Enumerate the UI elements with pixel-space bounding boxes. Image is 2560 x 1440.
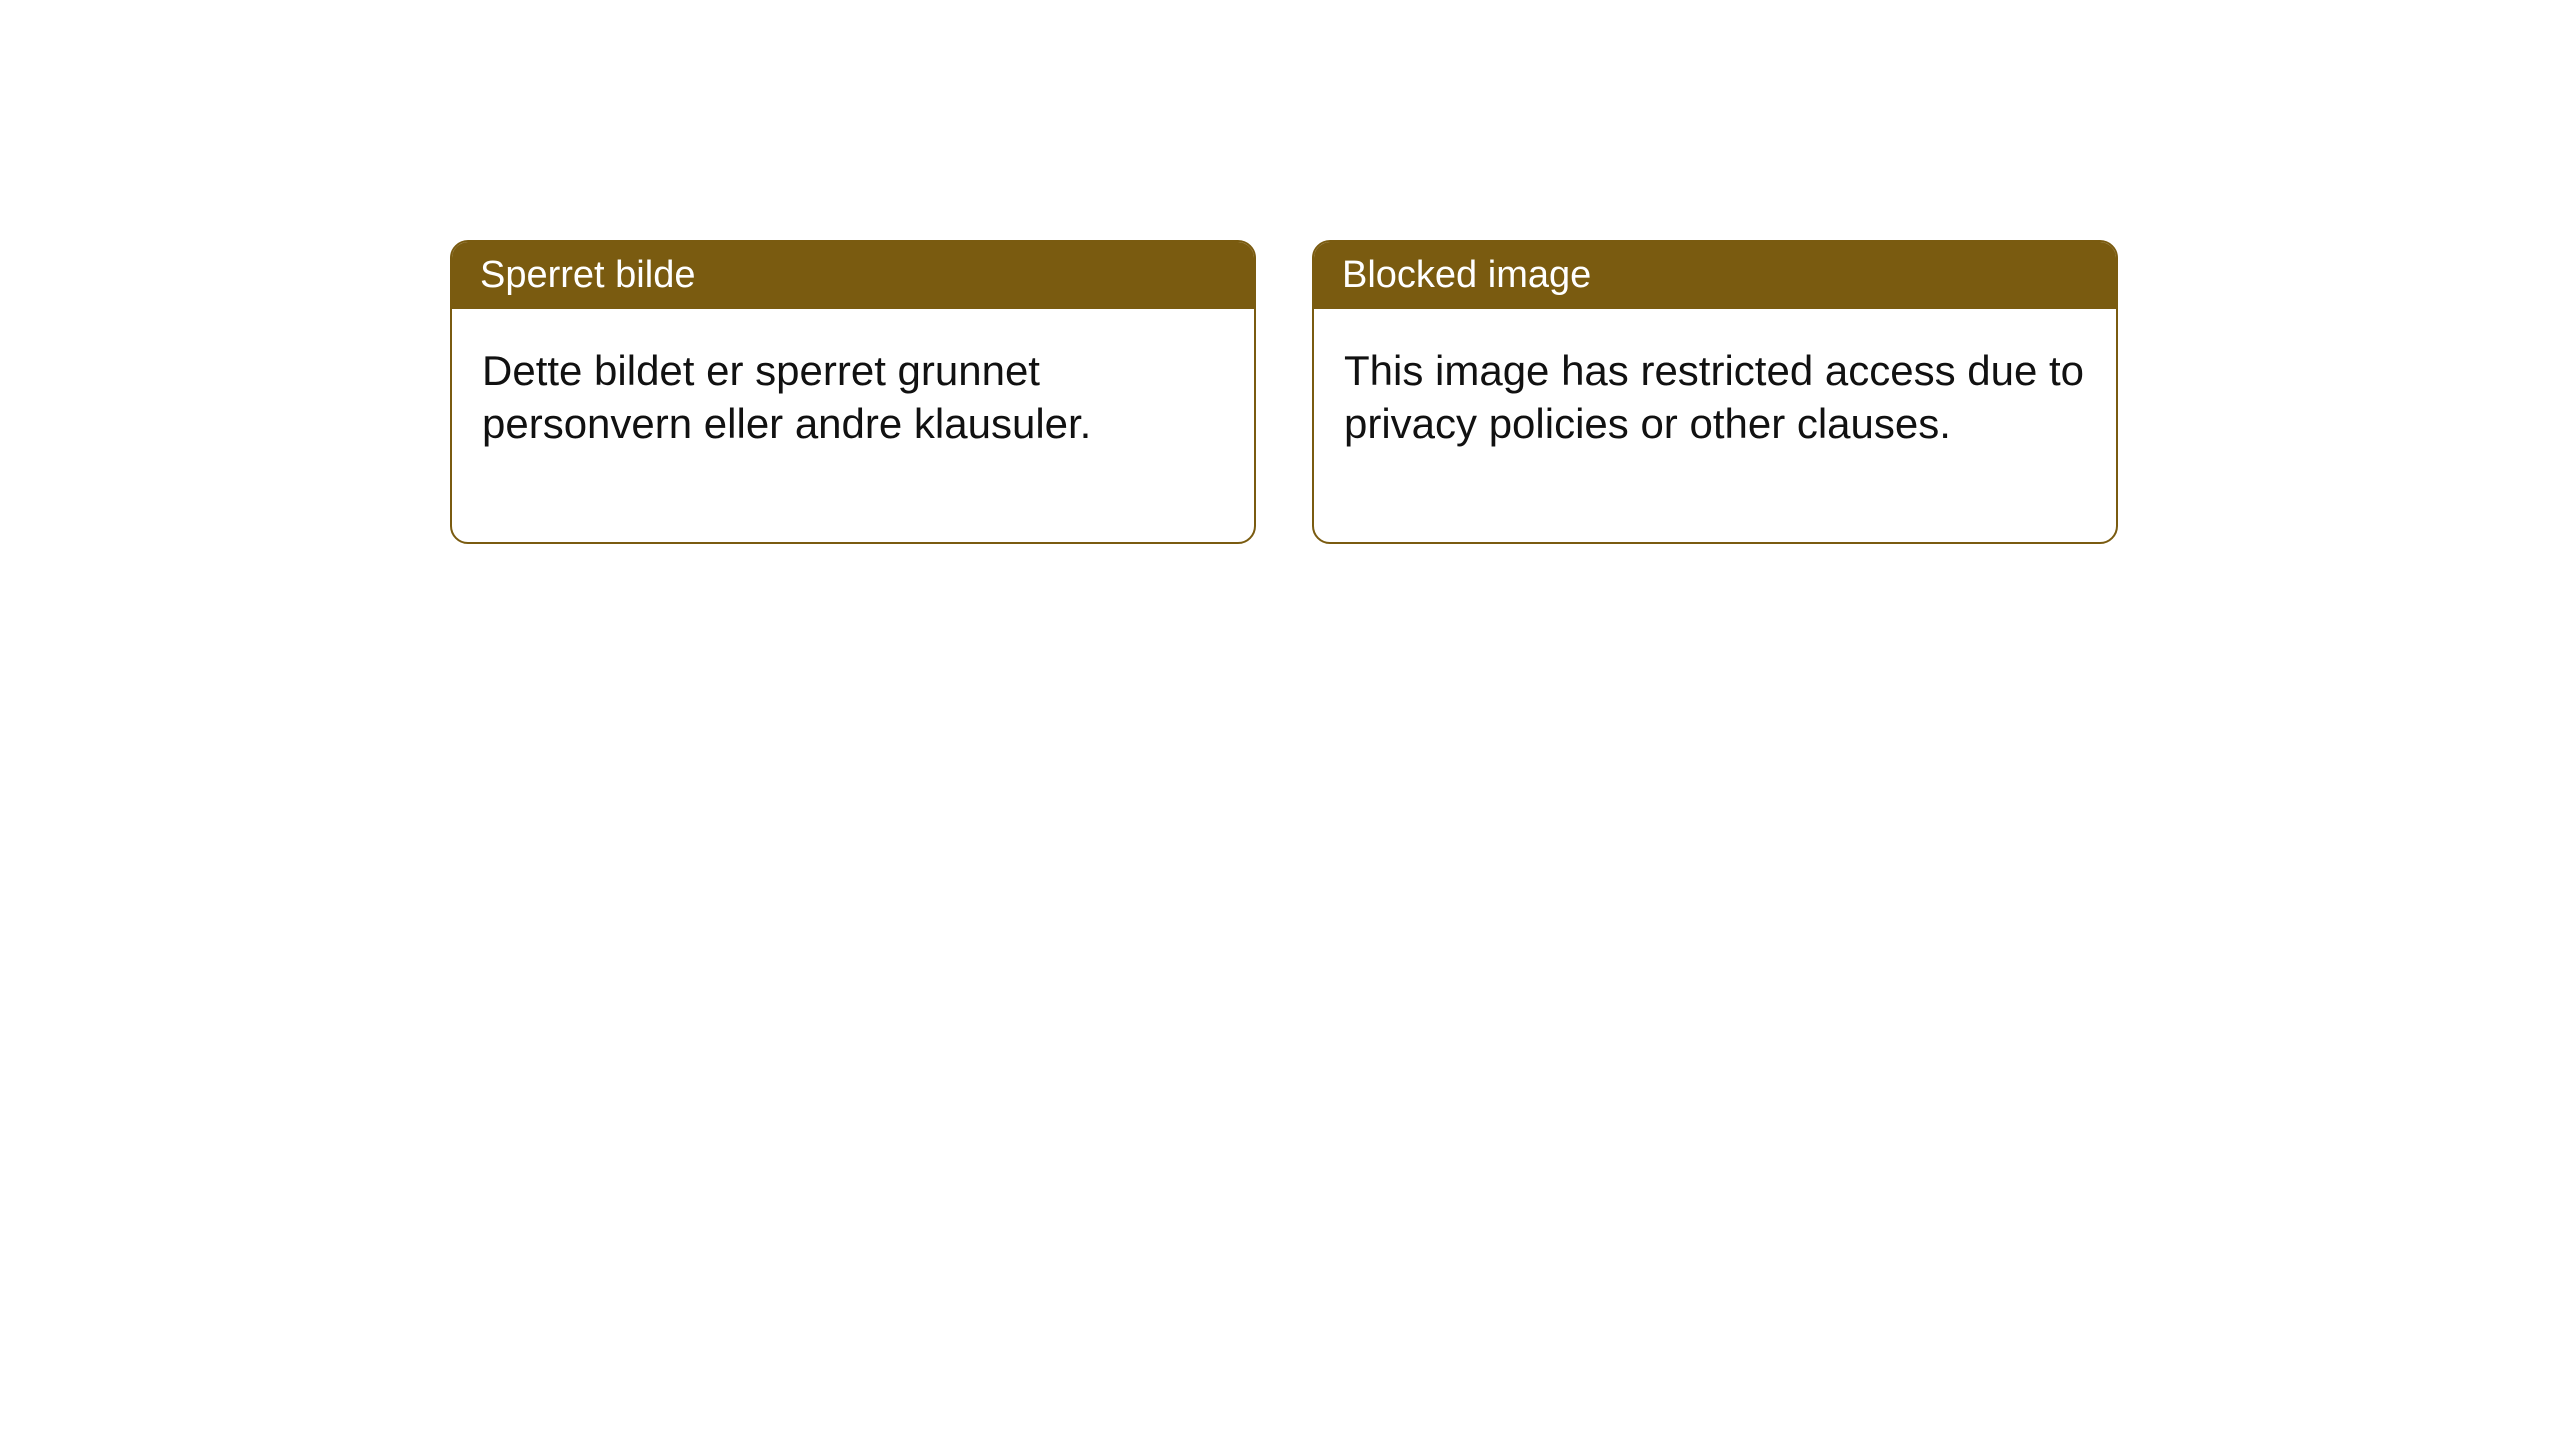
card-body: Dette bildet er sperret grunnet personve… xyxy=(452,309,1254,542)
card-header: Blocked image xyxy=(1314,242,2116,309)
card-body: This image has restricted access due to … xyxy=(1314,309,2116,542)
notice-card-norwegian: Sperret bilde Dette bildet er sperret gr… xyxy=(450,240,1256,544)
card-body-text: Dette bildet er sperret grunnet personve… xyxy=(482,347,1091,447)
card-header: Sperret bilde xyxy=(452,242,1254,309)
card-body-text: This image has restricted access due to … xyxy=(1344,347,2084,447)
card-header-text: Sperret bilde xyxy=(480,254,695,296)
notice-cards-container: Sperret bilde Dette bildet er sperret gr… xyxy=(450,240,2118,544)
notice-card-english: Blocked image This image has restricted … xyxy=(1312,240,2118,544)
card-header-text: Blocked image xyxy=(1342,254,1591,296)
